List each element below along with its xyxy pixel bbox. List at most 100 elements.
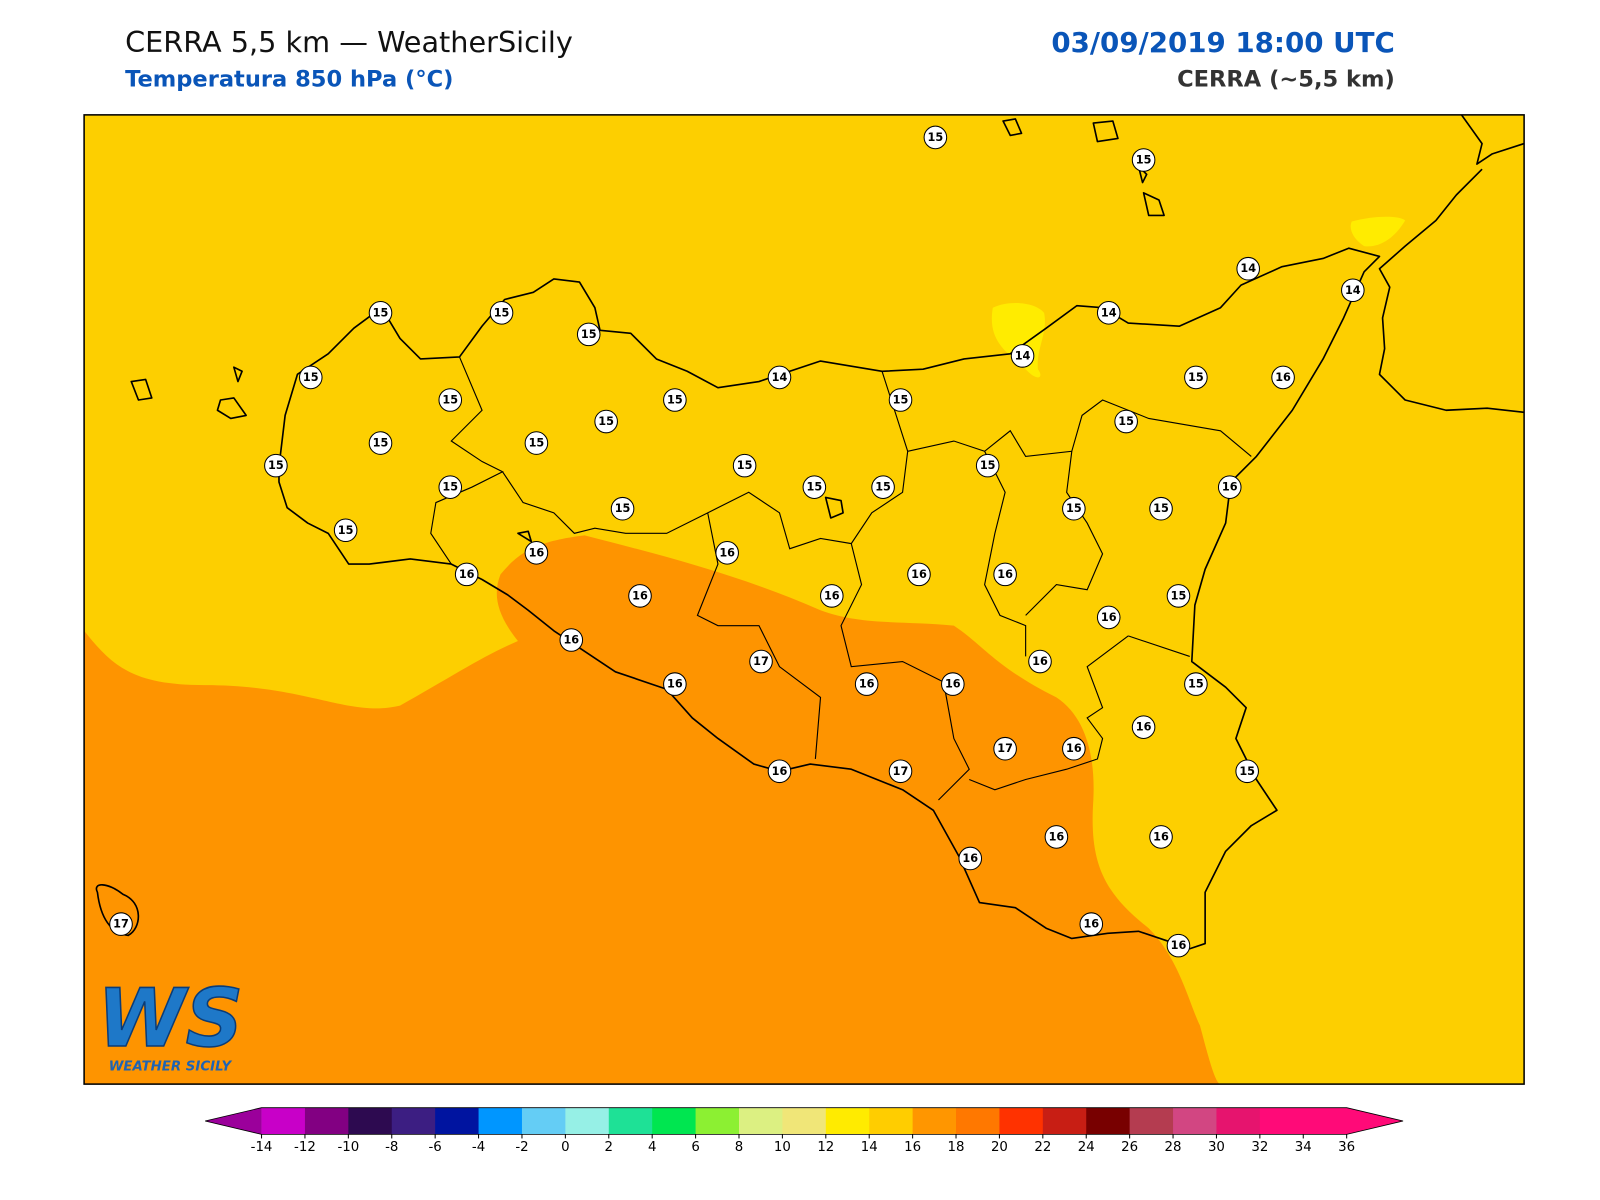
station-marker (975, 453, 1000, 478)
station-value: 15 (615, 502, 631, 515)
station-marker (1096, 301, 1121, 325)
station-marker (559, 628, 584, 652)
station-value: 16 (824, 589, 840, 602)
colorbar-tick-label: 4 (648, 1140, 656, 1155)
colorbar-tick-label: 26 (1121, 1140, 1138, 1155)
station-value: 17 (893, 765, 909, 778)
station-value: 16 (1083, 918, 1099, 931)
station-value: 16 (632, 589, 648, 602)
station-marker (454, 562, 479, 587)
station-value: 16 (911, 568, 927, 581)
colorbar-tick-label: -10 (337, 1140, 359, 1155)
station-value: 16 (1275, 371, 1291, 384)
colorbar-box (825, 1107, 870, 1135)
station-marker (1217, 475, 1242, 499)
station-value: 14 (772, 371, 788, 384)
colorbar-box (738, 1107, 783, 1135)
station-value: 15 (598, 415, 614, 428)
colorbar-box (1216, 1107, 1261, 1135)
station-value: 16 (563, 634, 579, 647)
station-value: 16 (529, 546, 545, 559)
colorbar-tick-label: 14 (861, 1140, 878, 1155)
station-value: 15 (1153, 502, 1169, 515)
station-marker (663, 388, 687, 412)
province-border (430, 356, 1252, 801)
colorbar-box (435, 1107, 480, 1135)
station-marker (438, 475, 463, 499)
station-marker (1131, 715, 1156, 739)
station-marker (854, 672, 879, 696)
station-marker (1184, 672, 1208, 696)
colorbar-tick-label: 6 (691, 1140, 699, 1155)
station-value: 15 (529, 437, 545, 450)
station-marker (1149, 825, 1173, 849)
colorbar-tick-label: 10 (774, 1140, 791, 1155)
station-value: 15 (807, 481, 823, 494)
subtitle: Temperatura 850 hPa (°C) (125, 67, 453, 93)
colorbar-box (695, 1107, 740, 1135)
station-value: 15 (875, 481, 891, 494)
station-marker (732, 453, 757, 478)
station-marker (628, 584, 652, 608)
map-frame (83, 114, 1525, 1085)
station-value: 17 (753, 655, 769, 668)
colorbar-box (1129, 1107, 1174, 1135)
colorbar-box (1259, 1107, 1304, 1135)
title: CERRA 5,5 km — WeatherSicily (125, 25, 573, 59)
station-marker (941, 672, 965, 696)
colorbar-tick-label: 20 (991, 1140, 1008, 1155)
station-value: 16 (1032, 655, 1048, 668)
station-marker (1271, 365, 1295, 390)
station-value: 15 (1171, 589, 1187, 602)
station-marker (888, 759, 913, 784)
station-marker (489, 301, 514, 325)
station-value: 16 (1101, 611, 1117, 624)
station-marker (1010, 344, 1035, 368)
station-marker (1096, 605, 1121, 630)
station-value: 17 (997, 742, 1013, 755)
station-marker (1062, 736, 1086, 761)
colorbar-box (391, 1107, 436, 1135)
station-marker (1341, 278, 1365, 303)
station-marker (767, 759, 792, 784)
logo-letters: WS (97, 972, 243, 1065)
model: CERRA (~5,5 km) (1177, 67, 1395, 93)
station-value: 15 (581, 328, 597, 341)
station-value: 16 (1066, 742, 1082, 755)
station-marker (1028, 649, 1052, 674)
station-value: 16 (945, 678, 961, 691)
date: 03/09/2019 18:00 UTC (1051, 26, 1394, 59)
colorbar-box (782, 1107, 827, 1135)
station-marker (907, 562, 931, 587)
station-marker (819, 584, 844, 608)
station-marker (1131, 148, 1156, 172)
station-marker (610, 496, 635, 521)
station-marker (888, 388, 913, 412)
station-marker (298, 365, 323, 390)
station-value: 15 (373, 437, 389, 450)
station-value: 15 (494, 306, 510, 319)
station-marker (1044, 825, 1069, 849)
station-value: 15 (980, 459, 996, 472)
colorbar-box (652, 1107, 697, 1135)
station-marker (923, 125, 948, 150)
station-value: 15 (1066, 502, 1082, 515)
coastline (278, 247, 1381, 950)
station-marker (1236, 256, 1260, 281)
colorbar-tick-label: -8 (385, 1140, 398, 1155)
station-marker (368, 431, 393, 455)
colorbar-tick-label: -6 (429, 1140, 442, 1155)
colorbar-box (999, 1107, 1044, 1135)
station-value: 15 (893, 394, 909, 407)
station-value: 16 (667, 678, 683, 691)
station-value: 14 (1015, 349, 1031, 362)
station-value: 15 (268, 459, 284, 472)
colorbar-box (869, 1107, 914, 1135)
station-value: 16 (1049, 830, 1065, 843)
colorbar-box (1173, 1107, 1217, 1135)
map: 15 15 14 14 15 15 15 14 14 15 14 15 16 15 15 15 15 15 15 15… (83, 114, 1525, 1085)
station-marker (524, 541, 549, 565)
colorbar-tick-label: 28 (1165, 1140, 1182, 1155)
logo: WS WEATHER SICILY (97, 971, 244, 1074)
islands (95, 118, 1165, 937)
